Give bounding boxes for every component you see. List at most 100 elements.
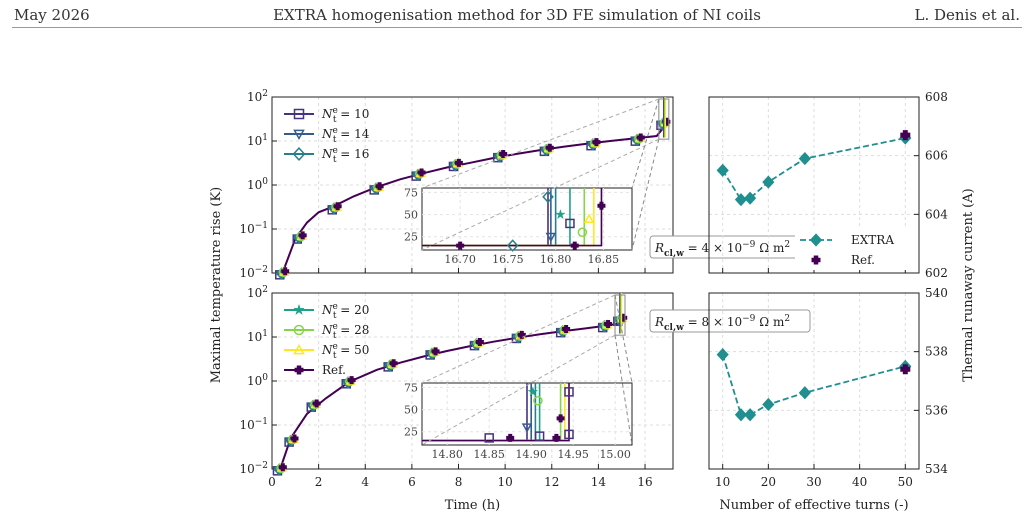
marker-plus: [597, 201, 606, 210]
marker-diamond: [798, 386, 811, 400]
x-tick-label: 4: [361, 475, 369, 489]
marker-triangle-down: [293, 129, 305, 141]
marker-star: [554, 208, 566, 220]
inset-y-tick-label: 50: [404, 209, 418, 222]
x-tick-label: 10: [497, 475, 512, 489]
marker-square: [534, 431, 545, 441]
y-axis-label-left: Maximal temperature rise (K): [209, 187, 224, 384]
data-point-extra: [762, 175, 775, 189]
data-point-extra: [734, 193, 748, 207]
series-line-extra: [721, 137, 906, 201]
inset-x-tick-label: 14.80: [431, 448, 463, 461]
data-point-extra: [716, 348, 729, 362]
marker-plus: [900, 130, 911, 141]
zoom-connector: [421, 138, 660, 251]
y-tick-label: 10−1: [239, 417, 268, 432]
marker-plus: [900, 364, 911, 375]
y-tick-label: 536: [925, 403, 948, 417]
marker-plus: [347, 376, 356, 385]
zoom-connector: [631, 139, 660, 251]
data-point: [604, 319, 613, 328]
zoom-connector: [614, 294, 633, 384]
y-axis-label-right: Thermal runaway current (A): [961, 188, 976, 381]
marker-diamond: [506, 239, 519, 252]
data-point: [454, 158, 463, 167]
inset-data-point: [521, 423, 533, 433]
series-line-ref: [279, 318, 622, 470]
marker-diamond: [744, 408, 757, 422]
marker-star: [527, 386, 539, 397]
marker-circle: [533, 395, 543, 406]
inset-y-tick-label: 25: [404, 426, 418, 439]
marker-triangle-up: [293, 343, 305, 355]
legend-label: Ref.: [322, 363, 346, 377]
legend-label: Ne t = 10: [321, 106, 369, 125]
marker-plus: [454, 158, 463, 167]
data-point: [281, 267, 290, 276]
marker-diamond: [542, 190, 554, 204]
inset-x-tick-label: 15.00: [599, 448, 631, 461]
marker-triangle-down: [545, 232, 557, 243]
marker-plus: [281, 267, 290, 276]
header-rule: [12, 27, 1022, 28]
x-tick-label: 12: [544, 475, 559, 489]
x-tick-label: 0: [268, 475, 276, 489]
y-tick-label: 100: [247, 177, 268, 192]
inset-data-point: [554, 208, 566, 220]
marker-plus: [506, 433, 515, 442]
marker-plus: [290, 434, 299, 443]
marker-square: [293, 108, 305, 120]
legend-label: Ne t = 20: [321, 302, 369, 321]
data-point: [333, 202, 342, 211]
inset-data-point: [534, 431, 545, 441]
x-tick-label: 30: [806, 475, 821, 489]
y-tick-label: 606: [925, 149, 948, 163]
inset-x-tick-label: 16.80: [540, 253, 572, 266]
inset-data-point: [506, 239, 519, 252]
inset-data-point: [564, 387, 574, 397]
data-point: [278, 463, 287, 472]
y-tick-label: 101: [247, 133, 268, 148]
y-tick-label: 608: [925, 90, 948, 104]
marker-plus: [604, 319, 613, 328]
annotation-text: Rcl,w = 8 × 10−9 Ω m2: [654, 314, 790, 333]
data-point: [417, 168, 426, 177]
y-tick-label: 10−1: [239, 221, 268, 236]
marker-star: [293, 303, 305, 316]
data-point: [375, 182, 384, 191]
legend-label: EXTRA: [851, 233, 894, 247]
data-point: [298, 231, 307, 240]
marker-plus: [475, 338, 484, 347]
data-point-extra: [798, 386, 811, 400]
inset-data-point: [577, 227, 588, 238]
marker-plus: [499, 150, 508, 159]
marker-plus: [556, 414, 565, 423]
legend-label: Ne t = 28: [321, 322, 369, 341]
x-tick-label: 6: [408, 475, 416, 489]
axes-frame: [708, 96, 920, 274]
x-tick-label: 14: [591, 475, 607, 489]
y-tick-label: 538: [925, 345, 948, 359]
y-tick-label: 102: [247, 89, 268, 104]
data-point: [389, 359, 398, 368]
y-tick-label: 10−2: [239, 265, 268, 280]
marker-plus: [431, 347, 440, 356]
inset-x-tick-label: 14.90: [515, 448, 547, 461]
marker-triangle-up: [583, 213, 595, 223]
annotation-text: Rcl,w = 4 × 10−9 Ω m2: [654, 240, 790, 259]
zoom-box: [658, 98, 670, 140]
marker-square: [564, 387, 574, 397]
y-tick-label: 101: [247, 329, 268, 344]
data-point-extra: [744, 408, 757, 422]
inset-data-point: [456, 241, 465, 250]
zoom-connector: [421, 334, 616, 446]
x-tick-label: 40: [852, 475, 867, 489]
marker-diamond: [762, 175, 775, 189]
inset-data-point: [565, 218, 575, 229]
inset-data-point: [552, 433, 561, 442]
data-point: [475, 338, 484, 347]
inset-y-tick-label: 25: [404, 231, 418, 244]
